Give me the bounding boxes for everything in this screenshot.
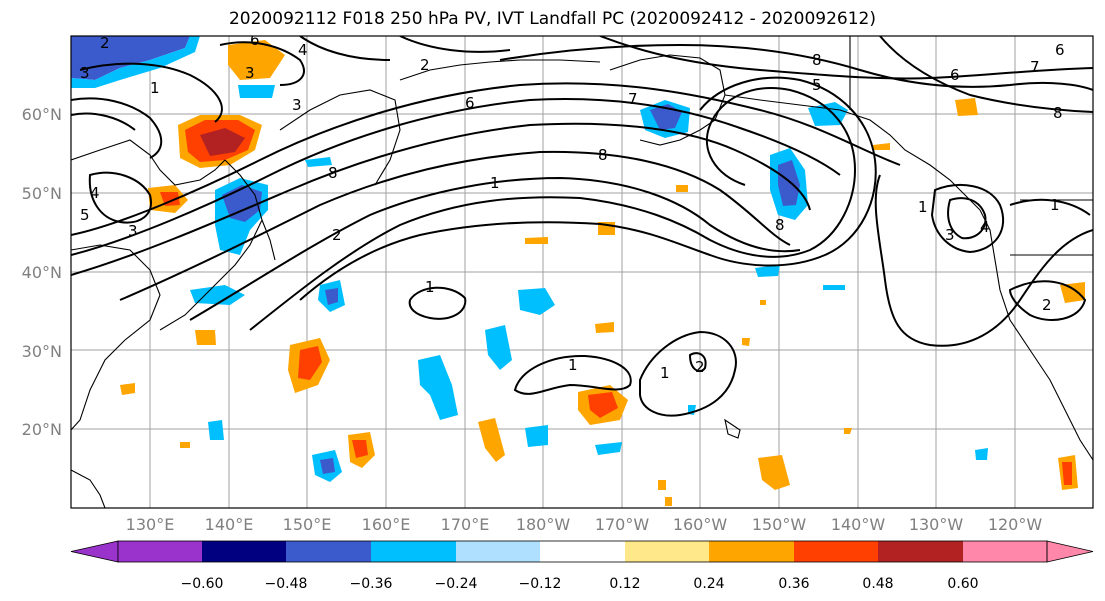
lon-tick-label: 170°E xyxy=(441,515,490,534)
lon-tick-label: 160°E xyxy=(362,515,411,534)
ivt-contours xyxy=(71,36,1093,417)
contour-label: 1 xyxy=(1050,196,1060,214)
map-title: 2020092112 F018 250 hPa PV, IVT Landfall… xyxy=(228,9,876,29)
contour-label: 5 xyxy=(812,76,822,94)
colorbar-outline xyxy=(117,540,1048,563)
coastlines xyxy=(71,36,1093,508)
colorbar-segment xyxy=(202,541,286,562)
contour-label: 4 xyxy=(298,41,308,59)
colorbar-segment xyxy=(456,541,540,562)
colorbar-tick-label: 0.60 xyxy=(947,576,978,592)
colorbar-segment xyxy=(878,541,963,562)
colorbar-segment xyxy=(794,541,878,562)
contour-label: 1 xyxy=(150,79,160,97)
lon-tick-label: 120°W xyxy=(988,515,1043,534)
contour-label: 5 xyxy=(80,206,90,224)
lon-tick-label: 130°W xyxy=(909,515,964,534)
contour-label: 7 xyxy=(1030,58,1040,76)
lon-tick-label: 170°W xyxy=(595,515,650,534)
contour-label: 1 xyxy=(568,356,578,374)
colorbar-tick-label: −0.60 xyxy=(181,576,224,592)
lat-tick-label: 40°N xyxy=(22,263,62,282)
contour-label: 1 xyxy=(490,174,500,192)
colorbar-segment xyxy=(625,541,709,562)
contour-label: 6 xyxy=(250,31,260,49)
lon-tick-label: 130°E xyxy=(126,515,175,534)
colorbar-arrow-left xyxy=(70,540,119,563)
contour-label: 7 xyxy=(628,90,638,108)
lon-tick-label: 160°W xyxy=(673,515,728,534)
lon-tick-label: 140°W xyxy=(831,515,886,534)
colorbar-tick-label: 0.48 xyxy=(862,576,893,592)
contour-label: 2 xyxy=(332,226,342,244)
contour-label: 8 xyxy=(328,164,338,182)
contour-label: 2 xyxy=(695,358,705,376)
lon-tick-label: 150°E xyxy=(283,515,332,534)
colorbar-arrow-right xyxy=(1046,540,1094,563)
colorbar-ticks: −0.60 −0.48 −0.36 −0.24 −0.12 0.12 0.24 … xyxy=(181,576,979,592)
contour-label: 3 xyxy=(128,222,138,240)
pv-shading xyxy=(71,36,1085,506)
colorbar-segment xyxy=(963,541,1047,562)
contour-label: 6 xyxy=(465,94,475,112)
contour-label: 1 xyxy=(425,278,435,296)
colorbar-segment xyxy=(286,541,371,562)
colorbar-segment xyxy=(709,541,794,562)
lon-tick-label: 150°W xyxy=(752,515,807,534)
contour-label: 3 xyxy=(292,96,302,114)
contour-label: 4 xyxy=(980,218,990,236)
contour-label: 2 xyxy=(420,56,430,74)
colorbar xyxy=(70,540,1094,563)
contour-label: 1 xyxy=(918,198,928,216)
colorbar-tick-label: −0.48 xyxy=(265,576,308,592)
colorbar-tick-label: −0.12 xyxy=(519,576,562,592)
colorbar-tick-label: 0.36 xyxy=(778,576,809,592)
graticule xyxy=(71,36,1093,508)
lon-tick-label: 180°W xyxy=(516,515,571,534)
contour-label: 8 xyxy=(812,51,822,69)
contour-label: 3 xyxy=(945,226,955,244)
lat-tick-label: 30°N xyxy=(22,342,62,361)
colorbar-tick-label: −0.36 xyxy=(350,576,393,592)
lat-tick-label: 20°N xyxy=(22,420,62,439)
colorbar-segment xyxy=(118,541,202,562)
lat-tick-label: 60°N xyxy=(22,105,62,124)
contour-label: 8 xyxy=(1053,104,1063,122)
contour-label: 8 xyxy=(775,216,785,234)
contour-label: 8 xyxy=(598,146,608,164)
contour-labels: 1 1 1 1 1 1 1 2 2 2 2 2 3 3 3 3 3 4 4 4 … xyxy=(80,31,1065,382)
colorbar-segment xyxy=(540,541,625,562)
latitude-axis: 60°N 50°N 40°N 30°N 20°N xyxy=(22,105,62,439)
colorbar-tick-label: −0.24 xyxy=(435,576,478,592)
contour-label: 2 xyxy=(1042,296,1052,314)
map-frame xyxy=(70,35,1094,509)
colorbar-tick-label: 0.24 xyxy=(693,576,724,592)
colorbar-tick-label: 0.12 xyxy=(609,576,640,592)
contour-label: 1 xyxy=(660,364,670,382)
contour-label: 4 xyxy=(90,184,100,202)
contour-label: 6 xyxy=(950,66,960,84)
contour-label: 2 xyxy=(100,34,110,52)
lat-tick-label: 50°N xyxy=(22,184,62,203)
lon-tick-label: 140°E xyxy=(205,515,254,534)
longitude-axis: 130°E 140°E 150°E 160°E 170°E 180°W 170°… xyxy=(126,515,1043,534)
colorbar-segment xyxy=(371,541,456,562)
contour-label: 3 xyxy=(80,64,90,82)
contour-label: 3 xyxy=(245,64,255,82)
contour-label: 6 xyxy=(1055,41,1065,59)
